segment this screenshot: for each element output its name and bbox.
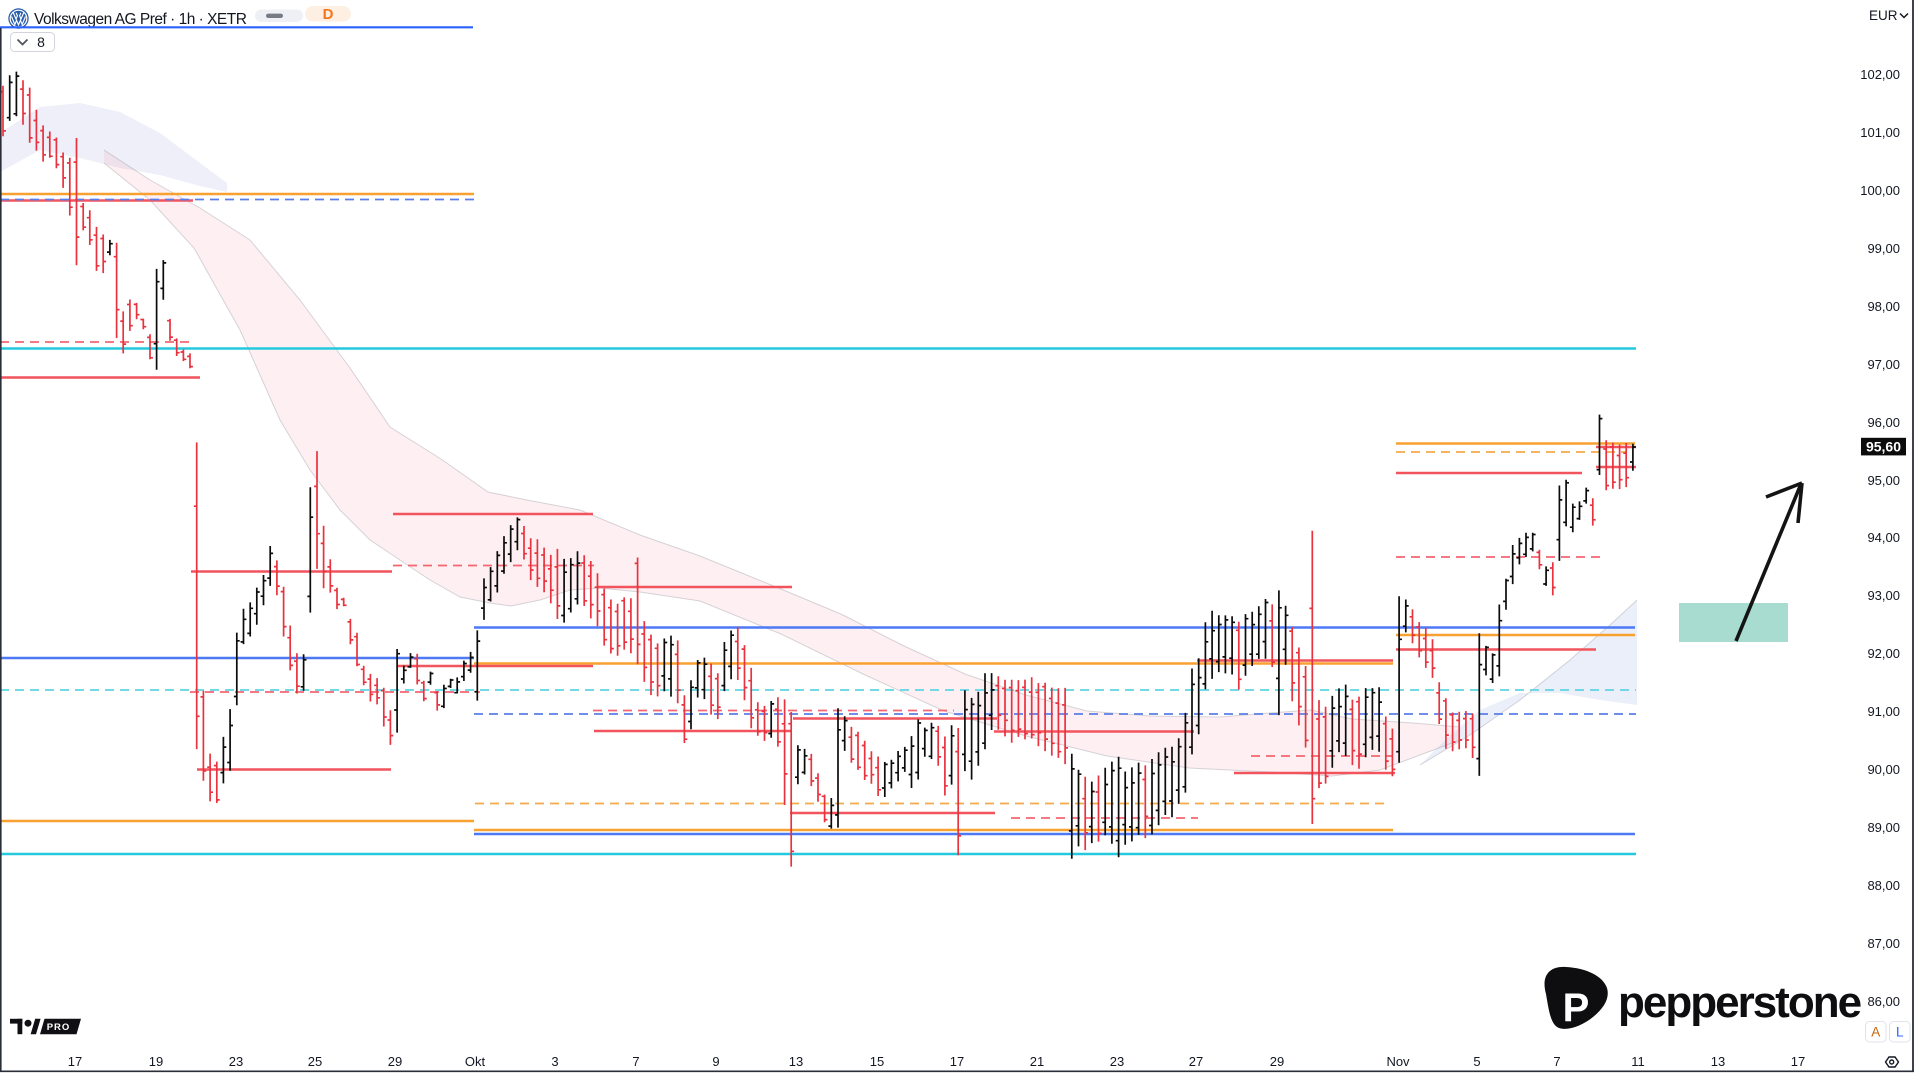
- svg-text:pepperstone: pepperstone: [1618, 978, 1861, 1027]
- svg-text:95,60: 95,60: [1866, 439, 1901, 455]
- svg-text:29: 29: [1270, 1054, 1284, 1069]
- svg-text:27: 27: [1189, 1054, 1203, 1069]
- svg-text:96,00: 96,00: [1867, 415, 1900, 430]
- svg-text:L: L: [1896, 1025, 1904, 1040]
- svg-text:21: 21: [1030, 1054, 1044, 1069]
- svg-text:Nov: Nov: [1386, 1054, 1410, 1069]
- svg-text:11: 11: [1631, 1054, 1645, 1069]
- svg-text:29: 29: [388, 1054, 402, 1069]
- svg-text:23: 23: [1110, 1054, 1124, 1069]
- svg-text:19: 19: [149, 1054, 163, 1069]
- svg-text:P: P: [1563, 986, 1590, 1030]
- svg-text:90,00: 90,00: [1867, 762, 1900, 777]
- svg-text:8: 8: [37, 34, 45, 50]
- svg-text:88,00: 88,00: [1867, 878, 1900, 893]
- svg-text:100,00: 100,00: [1860, 183, 1900, 198]
- svg-text:7: 7: [632, 1054, 639, 1069]
- svg-text:91,00: 91,00: [1867, 704, 1900, 719]
- svg-text:17: 17: [68, 1054, 82, 1069]
- svg-text:23: 23: [229, 1054, 243, 1069]
- svg-text:87,00: 87,00: [1867, 936, 1900, 951]
- svg-text:94,00: 94,00: [1867, 530, 1900, 545]
- svg-text:25: 25: [308, 1054, 322, 1069]
- svg-text:17: 17: [950, 1054, 964, 1069]
- svg-text:92,00: 92,00: [1867, 646, 1900, 661]
- svg-text:89,00: 89,00: [1867, 820, 1900, 835]
- svg-text:102,00: 102,00: [1860, 67, 1900, 82]
- svg-text:15: 15: [870, 1054, 884, 1069]
- svg-text:EUR: EUR: [1869, 8, 1898, 23]
- svg-text:PRO: PRO: [47, 1022, 71, 1033]
- svg-text:7: 7: [1553, 1054, 1560, 1069]
- svg-text:101,00: 101,00: [1860, 125, 1900, 140]
- svg-text:93,00: 93,00: [1867, 588, 1900, 603]
- svg-text:97,00: 97,00: [1867, 357, 1900, 372]
- svg-text:9: 9: [712, 1054, 719, 1069]
- svg-text:Volkswagen AG Pref · 1h · XETR: Volkswagen AG Pref · 1h · XETR: [34, 11, 247, 28]
- svg-text:5: 5: [1473, 1054, 1480, 1069]
- svg-text:Okt: Okt: [465, 1054, 486, 1069]
- svg-text:98,00: 98,00: [1867, 299, 1900, 314]
- svg-text:95,00: 95,00: [1867, 473, 1900, 488]
- svg-text:99,00: 99,00: [1867, 241, 1900, 256]
- svg-text:17: 17: [1791, 1054, 1805, 1069]
- svg-text:86,00: 86,00: [1867, 994, 1900, 1009]
- svg-text:3: 3: [551, 1054, 558, 1069]
- svg-text:A: A: [1871, 1025, 1880, 1040]
- svg-text:13: 13: [789, 1054, 803, 1069]
- svg-text:13: 13: [1711, 1054, 1725, 1069]
- svg-text:D: D: [323, 6, 334, 23]
